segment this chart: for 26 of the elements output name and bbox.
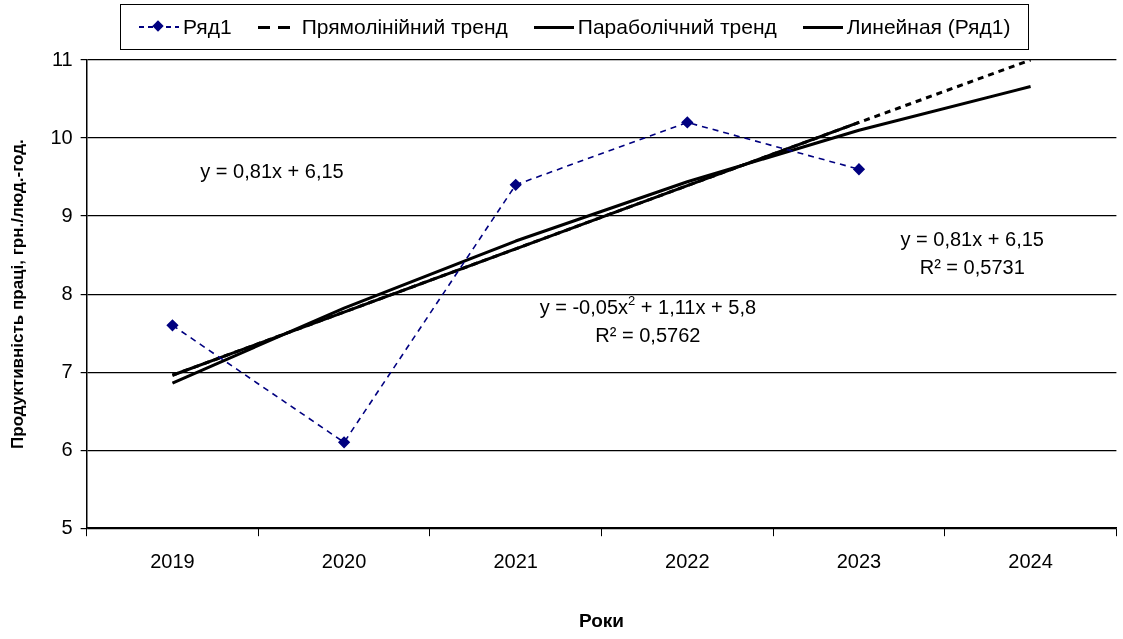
x-tick-label: 2023 <box>836 549 882 572</box>
point <box>853 163 865 176</box>
x-axis-title: Роки <box>579 609 625 631</box>
point <box>509 179 522 191</box>
legend-label: Линейная (Ряд1) <box>846 15 1011 39</box>
x-tick-label: 2020 <box>321 549 367 572</box>
y-tick-label: 6 <box>61 437 73 460</box>
y-axis-title: Продуктивність праці, грн./люд.-год. <box>7 139 27 449</box>
y-tick-label: 11 <box>51 47 73 70</box>
x-tick-label: 2019 <box>150 549 195 572</box>
annotation: y = 0,81x + 6,15 <box>200 159 344 182</box>
legend-label: Прямолінійний тренд <box>301 15 508 39</box>
y-tick-label: 9 <box>61 203 73 226</box>
x-tick-label: 2022 <box>665 549 710 572</box>
legend-label: Параболічний тренд <box>577 15 777 39</box>
y-tick-label: 5 <box>61 515 73 538</box>
point <box>166 319 179 332</box>
x-tick-label: 2024 <box>1008 549 1053 572</box>
y-tick-label: 8 <box>61 281 73 304</box>
y-tick-label: 10 <box>50 125 73 148</box>
annotation: y = 0,81x + 6,15 R² = 0,5731 <box>900 227 1044 278</box>
y-tick-label: 7 <box>61 359 73 382</box>
x-tick-label: 2021 <box>493 549 538 572</box>
point <box>681 116 694 129</box>
legend-label: Ряд1 <box>183 15 232 39</box>
point <box>338 436 350 449</box>
